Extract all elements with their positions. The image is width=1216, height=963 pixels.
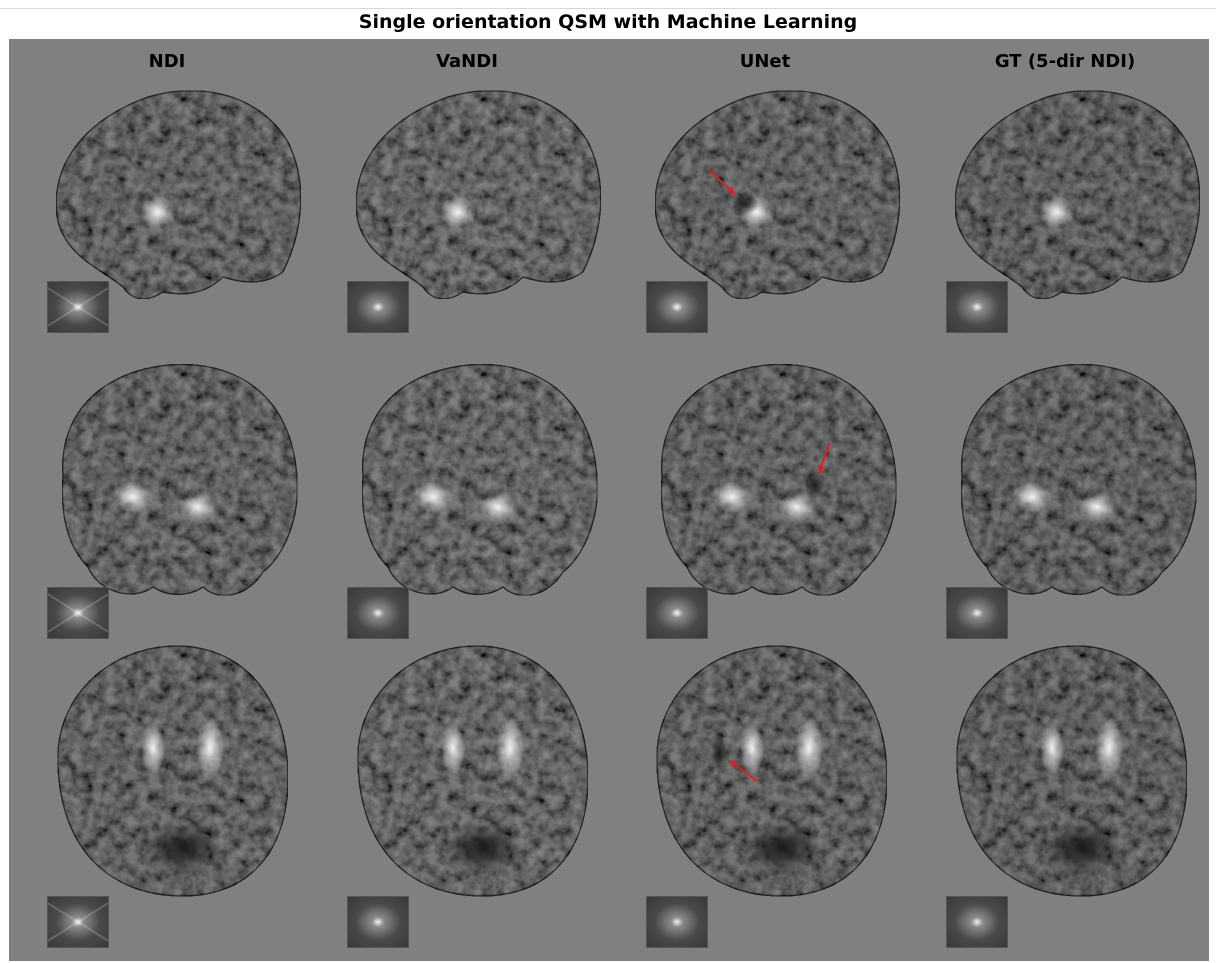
fourier-spectrum-inset (47, 896, 109, 948)
fourier-spectrum-inset (347, 281, 409, 333)
fourier-spectrum-inset (646, 281, 708, 333)
fourier-spectrum-inset (946, 896, 1008, 948)
column-header-vandi: VaNDI (436, 51, 498, 72)
brain-image-sagittal-2 (637, 82, 937, 372)
fourier-spectrum-inset (47, 281, 109, 333)
column-header-gt: GT (5-dir NDI) (994, 51, 1136, 72)
figure-title: Single orientation QSM with Machine Lear… (0, 8, 1216, 33)
brain-image-axial-3 (937, 638, 1216, 948)
column-header-ndi: NDI (148, 51, 186, 72)
brain-image-sagittal-3 (937, 82, 1216, 372)
fourier-spectrum-inset (646, 896, 708, 948)
fourier-spectrum-inset (946, 281, 1008, 333)
brain-image-axial-2 (637, 638, 937, 948)
column-header-unet: UNet (739, 51, 791, 72)
fourier-spectrum-inset (47, 587, 109, 639)
brain-image-axial-1 (338, 638, 638, 948)
brain-image-axial-0 (38, 638, 338, 948)
brain-image-sagittal-0 (38, 82, 338, 372)
fourier-spectrum-inset (347, 587, 409, 639)
brain-image-sagittal-1 (338, 82, 638, 372)
brain-image-coronal-0 (38, 357, 338, 647)
brain-image-coronal-3 (937, 357, 1216, 647)
fourier-spectrum-inset (347, 896, 409, 948)
fourier-spectrum-inset (946, 587, 1008, 639)
brain-image-coronal-1 (338, 357, 638, 647)
brain-image-coronal-2 (637, 357, 937, 647)
fourier-spectrum-inset (646, 587, 708, 639)
